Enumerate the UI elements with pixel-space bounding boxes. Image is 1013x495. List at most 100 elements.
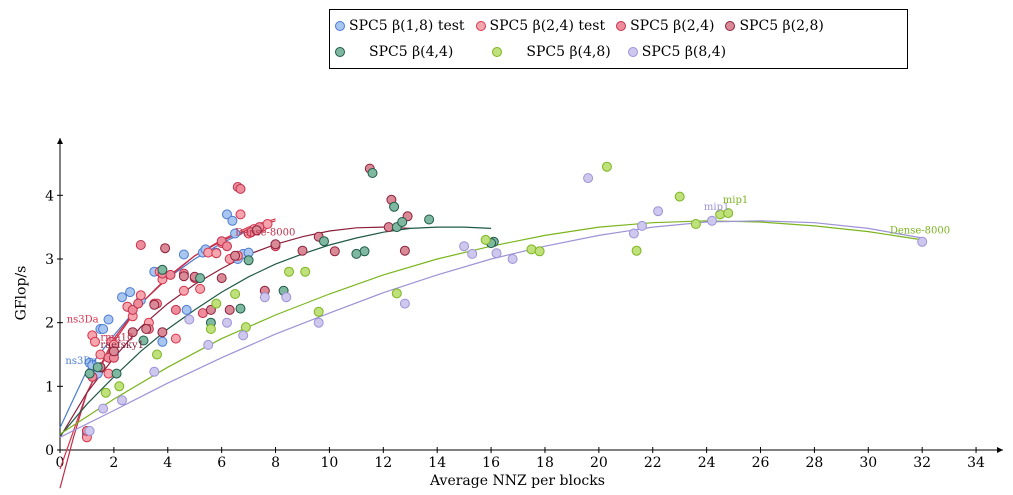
data-point-series-4 <box>138 335 149 346</box>
legend-marker <box>725 21 736 31</box>
data-point-series-4 <box>92 362 103 373</box>
data-point-series-5 <box>534 246 545 257</box>
data-point-series-6 <box>467 248 478 259</box>
legend-item-b28: SPC5 β(2,8) <box>720 18 824 34</box>
data-point-series-4 <box>243 255 254 266</box>
point-annotation: Dense-8000 <box>235 227 295 238</box>
data-point-series-6 <box>238 330 249 341</box>
legend-item-b44: SPC5 β(4,4) <box>330 44 453 60</box>
data-point-series-3 <box>224 304 235 315</box>
data-point-series-6 <box>313 317 324 328</box>
point-annotation: ns3Da <box>67 315 99 326</box>
fit-curve-series-4 <box>59 226 492 437</box>
x-tick-label: 34 <box>967 455 985 471</box>
data-point-series-4 <box>351 248 362 259</box>
data-point-series-5 <box>205 324 216 334</box>
data-point-series-0 <box>157 336 168 347</box>
data-point-series-5 <box>391 288 402 299</box>
data-point-series-2 <box>133 298 144 309</box>
data-point-series-5 <box>526 244 537 255</box>
data-point-series-4 <box>111 368 122 379</box>
data-point-series-4 <box>195 273 206 284</box>
data-point-series-3 <box>149 299 160 310</box>
x-tick-label: 16 <box>482 455 500 471</box>
legend-marker <box>627 47 638 57</box>
data-point-series-5 <box>230 289 241 299</box>
legend-label: SPC5 β(8,4) <box>641 44 727 60</box>
data-point-series-1 <box>170 333 181 344</box>
data-point-series-6 <box>459 241 470 252</box>
data-point-series-1 <box>211 248 222 259</box>
data-point-series-2 <box>165 269 176 280</box>
data-point-series-2 <box>222 241 232 252</box>
legend-label: SPC5 β(2,4) <box>630 18 715 34</box>
data-point-series-6 <box>628 228 639 239</box>
point-annotation: raefsky1 <box>100 340 144 351</box>
x-tick-label: 10 <box>321 455 339 471</box>
legend-label: SPC5 β(1,8) test <box>349 18 465 34</box>
data-point-series-6 <box>281 292 292 303</box>
x-tick-label: 6 <box>217 455 226 471</box>
data-point-series-3 <box>230 250 241 261</box>
data-point-series-0 <box>178 249 189 260</box>
x-tick-label: 22 <box>644 455 662 471</box>
point-annotation: mip1 <box>704 202 729 213</box>
y-tick-label: 0 <box>45 443 54 459</box>
data-point-series-6 <box>707 215 717 226</box>
data-point-series-0 <box>222 209 232 220</box>
x-axis-title: Average NNZ per blocks <box>430 473 605 489</box>
data-point-series-4 <box>367 168 378 178</box>
y-tick-label: 3 <box>45 252 54 268</box>
data-point-series-3 <box>329 246 340 257</box>
data-point-series-4 <box>319 236 329 247</box>
data-point-series-5 <box>631 245 642 256</box>
data-point-series-5 <box>674 191 685 202</box>
data-point-series-4 <box>397 217 408 227</box>
data-point-series-6 <box>637 220 647 231</box>
point-annotation: Dense-8000 <box>890 226 950 237</box>
data-point-series-5 <box>284 266 294 277</box>
data-point-series-3 <box>141 324 152 334</box>
x-axis-arrow <box>997 447 1003 453</box>
data-point-series-5 <box>690 219 701 229</box>
y-tick-label: 4 <box>45 188 54 204</box>
data-point-series-5 <box>313 306 324 317</box>
data-point-series-5 <box>300 266 311 277</box>
data-point-series-4 <box>157 264 168 275</box>
data-point-series-5 <box>601 161 612 172</box>
data-point-series-0 <box>230 228 241 239</box>
x-tick-label: 18 <box>536 455 554 471</box>
x-tick-label: 24 <box>698 455 716 471</box>
x-tick-label: 32 <box>913 455 931 471</box>
legend-label: SPC5 β(4,4) <box>369 44 454 60</box>
data-point-series-1 <box>235 209 246 220</box>
point-annotation: rma10 <box>100 332 133 343</box>
data-point-series-3 <box>108 346 119 357</box>
x-tick-label: 8 <box>271 455 280 471</box>
data-point-series-4 <box>424 214 435 225</box>
fit-curve-series-6 <box>59 220 923 438</box>
data-point-series-6 <box>491 248 502 259</box>
data-point-series-6 <box>259 292 270 303</box>
data-point-series-6 <box>399 298 410 309</box>
data-point-series-1 <box>135 290 146 301</box>
data-point-series-4 <box>389 201 400 212</box>
fit-curve-series-5 <box>59 220 923 435</box>
x-tick-label: 26 <box>752 455 770 471</box>
data-point-series-3 <box>160 243 171 254</box>
data-point-series-2 <box>127 304 138 315</box>
x-tick-label: 0 <box>56 455 65 471</box>
legend-label: SPC5 β(2,4) test <box>489 18 606 34</box>
data-points <box>81 161 928 443</box>
legend-marker <box>475 21 486 31</box>
data-point-series-6 <box>653 206 664 217</box>
data-point-series-0 <box>125 287 136 298</box>
x-tick-label: 14 <box>428 455 446 471</box>
data-point-series-6 <box>184 314 195 325</box>
data-point-series-0 <box>103 314 114 325</box>
data-point-series-5 <box>211 298 222 309</box>
x-tick-label: 2 <box>109 455 118 471</box>
data-point-series-3 <box>157 327 168 338</box>
